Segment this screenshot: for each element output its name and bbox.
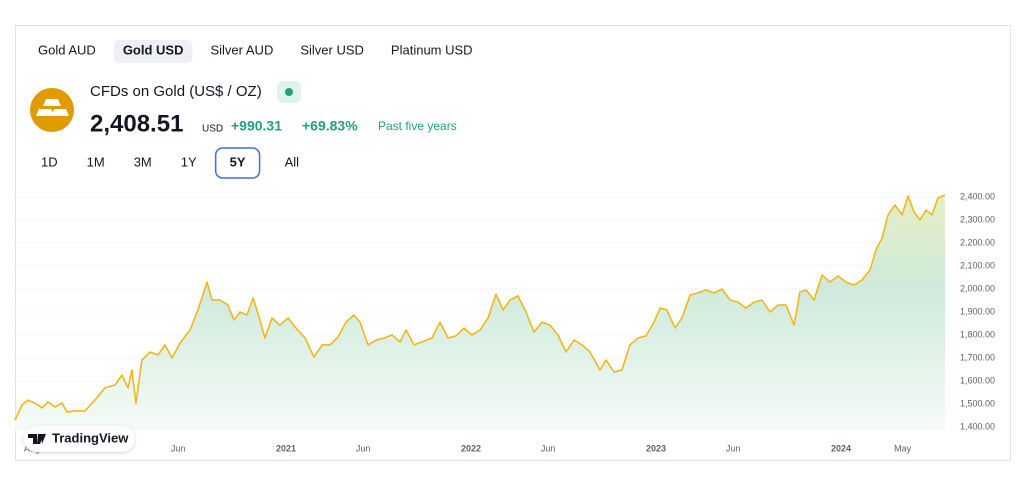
range-active-frame xyxy=(214,147,261,179)
range-button[interactable]: All xyxy=(285,154,300,169)
range-button[interactable]: 1M xyxy=(87,154,105,169)
range-bar: 1D 1M 3M 1Y 5Y All xyxy=(41,147,300,179)
y-tick-label: 2,400.00 xyxy=(960,191,995,201)
price-line xyxy=(14,194,946,421)
tab-active-bg xyxy=(113,40,193,63)
y-tick-label: 1,600.00 xyxy=(960,375,995,385)
change: +990.31 xyxy=(231,118,282,134)
logo-mark xyxy=(28,434,46,444)
plot: 1,400.00 1,500.00 1,600.00 1,700.00 1,800.00… xyxy=(14,191,995,453)
tab[interactable]: Silver AUD xyxy=(210,42,273,57)
logo-bg xyxy=(24,426,135,452)
y-tick-label: 1,800.00 xyxy=(960,329,995,339)
y-tick-label: 1,700.00 xyxy=(960,352,995,362)
x-tick-label: Jun xyxy=(171,443,186,453)
tab[interactable]: Platinum USD xyxy=(391,42,473,57)
period: Past five years xyxy=(378,119,457,133)
range-button[interactable]: 3M xyxy=(134,154,152,169)
x-tick-label: Jun xyxy=(356,443,371,453)
x-tick-label: 2022 xyxy=(461,443,481,453)
x-tick-label: 2021 xyxy=(276,443,296,453)
symbol-name: CFDs on Gold (US$ / OZ) xyxy=(90,83,262,100)
market-status-dot xyxy=(285,88,293,96)
logo-text: TradingView xyxy=(52,430,129,445)
range-button[interactable]: 1D xyxy=(41,154,58,169)
x-tick-label: 2023 xyxy=(646,443,666,453)
price: 2,408.51 xyxy=(90,110,183,137)
change-percent: +69.83% xyxy=(302,118,358,134)
x-tick-label: Jun xyxy=(541,443,556,453)
tab[interactable]: Gold USD xyxy=(123,42,184,57)
y-tick-label: 1,400.00 xyxy=(960,421,995,431)
y-tick-label: 2,200.00 xyxy=(960,237,995,247)
x-tick-label: Jun xyxy=(726,443,741,453)
y-tick-label: 1,900.00 xyxy=(960,306,995,316)
y-tick-label: 1,500.00 xyxy=(960,398,995,408)
x-tick-label: May xyxy=(894,443,912,453)
gold-bars-glyph xyxy=(36,99,69,116)
tab[interactable]: Silver USD xyxy=(300,42,364,57)
currency: USD xyxy=(202,124,223,135)
x-tick-label: 2024 xyxy=(831,443,851,453)
gold-icon xyxy=(30,88,74,132)
logo-badge[interactable]: TradingView xyxy=(24,426,135,452)
y-tick-label: 2,300.00 xyxy=(960,214,995,224)
y-tick-label: 2,000.00 xyxy=(960,283,995,293)
y-tick-label: 2,100.00 xyxy=(960,260,995,270)
range-button[interactable]: 1Y xyxy=(181,154,197,169)
area-fill xyxy=(15,195,945,430)
tab-bar: Gold AUD Gold USD Silver AUD Silver USD Plat… xyxy=(38,40,473,63)
range-button[interactable]: 5Y xyxy=(230,154,246,169)
tab[interactable]: Gold AUD xyxy=(38,42,96,57)
